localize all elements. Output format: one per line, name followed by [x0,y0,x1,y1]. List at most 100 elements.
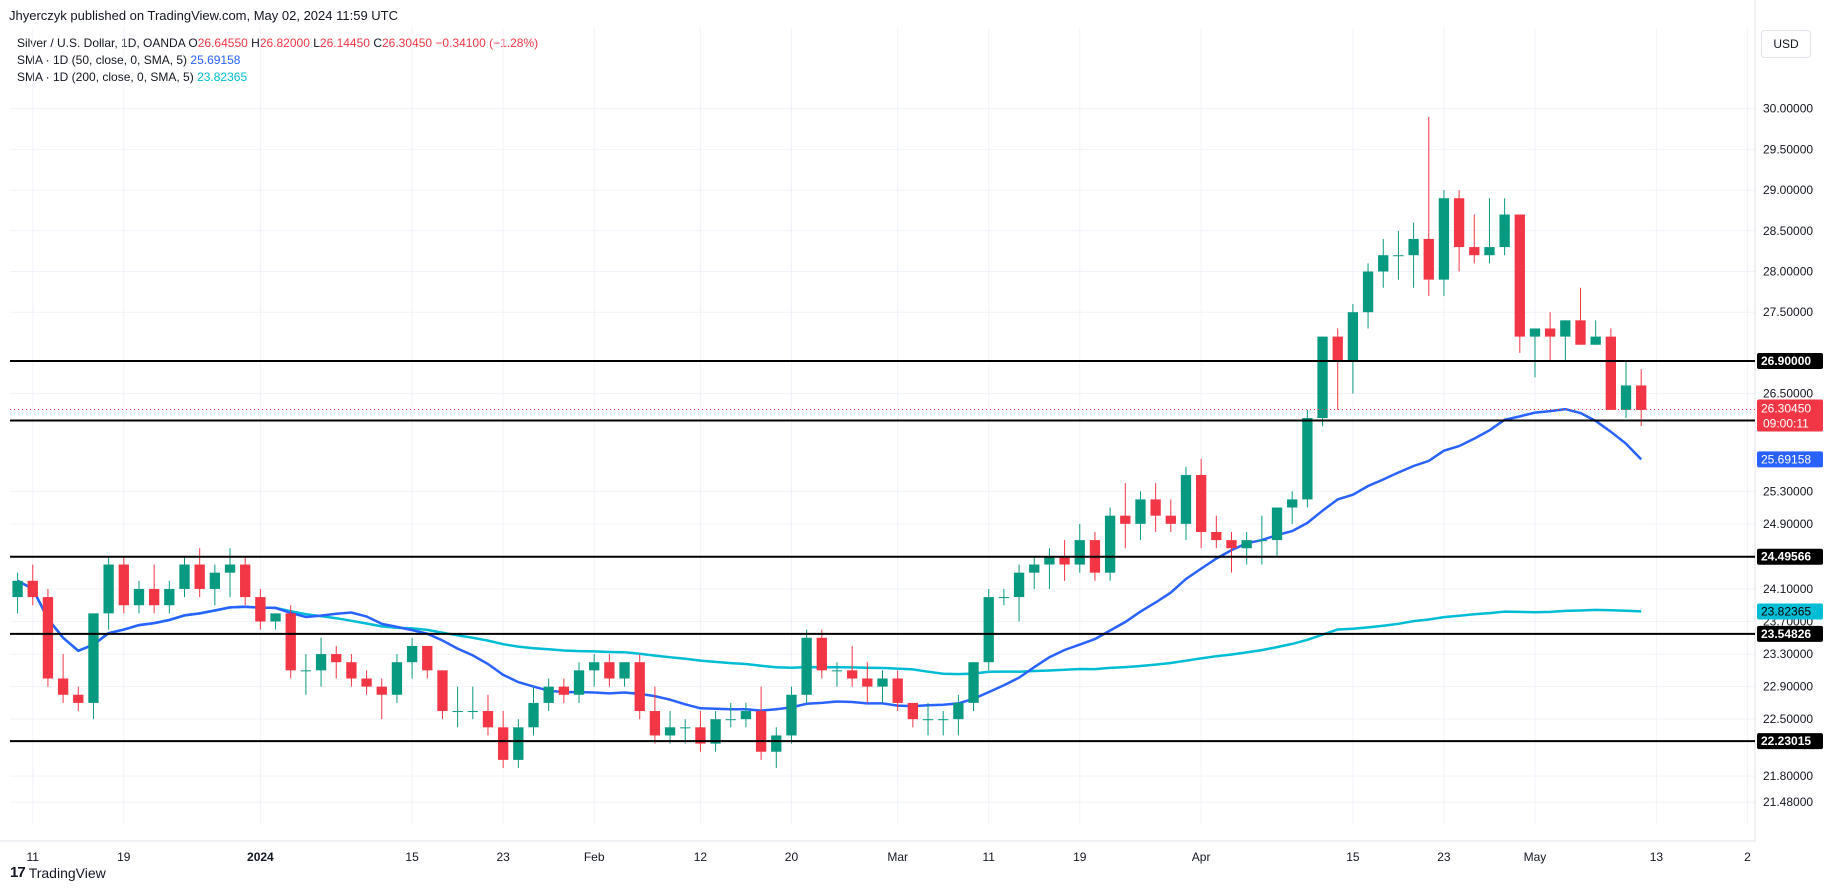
candle-body [695,727,706,744]
candle [1423,116,1434,296]
candle-body [1590,336,1601,345]
candle [938,711,949,736]
candle-body [771,735,782,752]
candle [892,670,903,712]
candle [406,637,418,679]
candle-body [1302,418,1313,500]
candle-body [437,670,448,712]
candle [922,702,934,736]
candle-body [1484,247,1495,256]
candle-body [88,613,99,703]
candle [1393,230,1404,280]
x-tick-label: 2 [1744,850,1751,864]
candle-body [558,686,570,695]
candle [1044,548,1055,589]
candle-body [543,686,554,703]
x-tick-label: 23 [1437,850,1451,864]
x-tick-label: 19 [117,850,131,864]
candle-body [680,727,691,729]
candle [1013,564,1025,622]
candle [285,605,296,679]
candle-body [1469,247,1480,256]
x-tick-label: 15 [405,850,419,864]
last-price-box [1757,399,1823,432]
sma200-label: SMA · 1D (200, close, 0, SMA, 5) [17,70,194,84]
change-value: −0.34100 (−1.28%) [435,36,539,50]
candle-body [740,711,752,720]
candle [558,678,570,703]
candle-body [1241,540,1252,549]
candle-body [164,588,175,606]
candle [786,686,797,744]
x-tick-label: Feb [584,850,605,864]
candle-body [892,678,903,703]
candle-body [240,564,251,598]
candle [816,629,827,679]
y-tick-label: 24.90000 [1763,517,1813,531]
candle-body [255,597,266,622]
footer-brand: 17 TradingView [10,864,106,881]
candle-body [285,613,296,671]
x-tick-label: Apr [1192,850,1211,864]
candle [346,654,357,687]
candle-body [1636,385,1647,410]
candle-body [1271,507,1283,541]
candle-body [194,564,205,589]
candle-body [300,670,312,672]
candle [118,556,129,614]
symbol-row: Silver / U.S. Dollar, 1D, OANDA O26.6455… [17,35,538,52]
candle [1180,466,1192,541]
x-tick-label: 15 [1346,850,1360,864]
candle [467,686,478,720]
candle-body [755,711,767,752]
candle-body [1120,515,1131,524]
candle-body [73,694,84,703]
candle [846,645,858,687]
candle-body [118,564,129,606]
y-tick-label: 30.00000 [1763,102,1813,116]
candle [194,548,205,598]
candle [1636,369,1647,427]
candle-body [1256,540,1268,542]
candle-body [270,613,281,622]
candle-body [1332,336,1343,362]
candle [1484,198,1495,264]
candle-body [1287,499,1298,508]
candle-body [1514,214,1525,337]
tradingview-brand: TradingView [28,864,106,881]
sma200-line [17,579,1642,676]
y-tick-label: 24.10000 [1763,582,1813,596]
candle-body [801,637,812,695]
candle [589,654,600,687]
candle-body [634,662,645,712]
candle [543,678,554,712]
level-label-box [1757,733,1823,750]
currency-button[interactable]: USD [1761,30,1811,58]
close-value: 26.30450 [381,36,433,50]
y-tick-label: 22.90000 [1763,680,1813,694]
x-tick-label: Mar [887,850,908,864]
candle-body [953,702,964,720]
candle-body [998,597,1010,599]
candle [710,711,721,752]
high-value: 26.82000 [259,36,310,50]
candle-body [346,662,357,679]
candle-body [907,702,919,720]
candle [452,686,463,728]
candle [831,662,843,687]
candle-body [376,686,387,695]
candle-body [1544,328,1556,337]
last-price-label: 26.30450 [1761,402,1811,416]
candle [1529,328,1541,378]
candle [1560,320,1571,362]
y-tick-label: 22.50000 [1763,712,1813,726]
sma50-row: SMA · 1D (50, close, 0, SMA, 5) 25.69158 [17,52,538,69]
candle-body [1620,385,1632,410]
candle [1120,483,1131,549]
candle [513,719,524,769]
candle [664,711,676,744]
candle-body [1074,540,1085,565]
candle-body [361,678,372,687]
candle [224,548,236,598]
